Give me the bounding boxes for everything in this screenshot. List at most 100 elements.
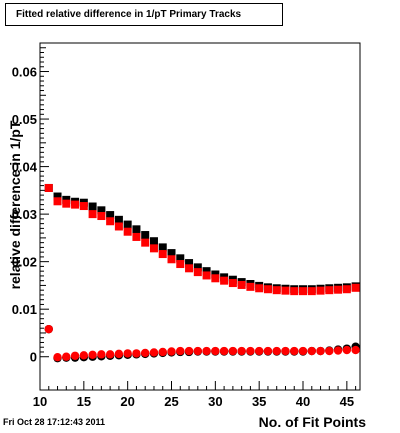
- square-marker: [176, 254, 185, 263]
- axis-ticks: 10 15 20 25 30 35 40 45 0 0.01 0.02 0.03 0.04 0.05 0.0…: [12, 47, 357, 409]
- square-marker: [149, 237, 158, 246]
- square-marker: [114, 222, 123, 231]
- x-tick-label: 40: [296, 394, 310, 409]
- circle-marker: [141, 348, 150, 358]
- square-marker: [158, 250, 167, 259]
- circle-marker: [79, 351, 89, 360]
- data-markers: [44, 183, 360, 363]
- circle-marker: [114, 349, 124, 359]
- x-tick-label: 35: [252, 394, 266, 409]
- square-marker: [114, 215, 123, 224]
- square-marker: [272, 286, 281, 295]
- x-tick-label: 20: [120, 394, 134, 409]
- circle-marker: [211, 346, 220, 356]
- square-marker: [325, 286, 334, 295]
- square-marker: [220, 276, 229, 285]
- square-marker: [62, 199, 71, 208]
- x-tick-label: 10: [33, 394, 47, 409]
- square-marker: [141, 231, 150, 240]
- circle-marker: [219, 346, 229, 356]
- square-marker: [193, 263, 202, 272]
- circle-marker: [246, 346, 255, 356]
- circle-marker: [167, 347, 176, 356]
- circle-marker: [228, 346, 238, 356]
- square-marker: [299, 287, 308, 296]
- square-marker: [88, 210, 97, 219]
- x-axis-title: No. of Fit Points: [259, 414, 367, 430]
- square-marker: [53, 192, 62, 201]
- circle-marker: [176, 346, 185, 356]
- square-marker: [88, 202, 97, 211]
- square-marker: [123, 227, 132, 236]
- circle-marker: [105, 350, 115, 359]
- square-marker: [211, 274, 220, 283]
- square-marker: [176, 260, 185, 269]
- y-tick-label: 0: [30, 350, 37, 365]
- circle-marker: [53, 353, 62, 362]
- circle-marker: [351, 345, 360, 355]
- square-marker: [290, 287, 299, 296]
- x-tick-label: 15: [77, 394, 91, 409]
- square-marker: [202, 267, 211, 276]
- x-tick-label: 30: [208, 394, 222, 409]
- square-marker: [263, 285, 272, 294]
- square-marker: [351, 283, 360, 292]
- circle-marker: [149, 348, 159, 357]
- x-tick-label: 45: [340, 394, 354, 409]
- square-marker: [185, 259, 194, 268]
- square-marker: [316, 286, 325, 295]
- square-marker: [106, 211, 115, 220]
- square-marker: [255, 284, 264, 293]
- y-tick-label: 0.02: [12, 255, 37, 270]
- square-marker: [193, 268, 202, 277]
- square-marker: [158, 243, 167, 252]
- circle-marker: [123, 349, 132, 358]
- circle-marker: [184, 346, 194, 356]
- square-marker: [132, 225, 141, 234]
- square-marker: [141, 238, 150, 247]
- square-marker: [342, 285, 351, 294]
- circle-marker: [62, 352, 71, 361]
- circle-marker: [44, 324, 53, 334]
- circle-marker: [290, 346, 299, 356]
- circle-marker: [333, 346, 343, 355]
- circle-marker: [97, 350, 106, 359]
- circle-marker: [272, 346, 281, 356]
- square-marker: [167, 255, 176, 264]
- y-tick-label: 0.04: [12, 160, 38, 175]
- square-marker: [149, 244, 158, 253]
- square-marker: [246, 282, 255, 291]
- square-marker: [202, 271, 211, 280]
- x-tick-label: 25: [164, 394, 178, 409]
- y-tick-label: 0.05: [12, 112, 37, 127]
- circle-marker: [281, 346, 290, 356]
- square-marker: [307, 287, 316, 296]
- circle-marker: [88, 350, 97, 360]
- square-marker: [228, 279, 237, 288]
- circle-marker: [298, 346, 308, 356]
- circle-marker: [202, 346, 211, 356]
- timestamp: Fri Oct 28 17:12:43 2011: [3, 417, 106, 427]
- circle-marker: [70, 351, 80, 360]
- square-marker: [53, 197, 62, 206]
- y-tick-label: 0.01: [12, 302, 37, 317]
- circle-marker: [342, 345, 352, 355]
- circle-marker: [158, 347, 167, 357]
- square-marker: [123, 220, 132, 229]
- square-marker: [71, 200, 80, 209]
- circle-marker: [316, 346, 325, 356]
- circle-marker: [325, 346, 334, 356]
- circle-marker: [307, 346, 316, 356]
- square-marker: [167, 249, 176, 258]
- y-axis-title: relative difference in 1/pT: [7, 120, 23, 289]
- square-marker: [237, 280, 246, 289]
- square-marker: [44, 183, 53, 192]
- square-marker: [132, 232, 141, 241]
- square-marker: [281, 286, 290, 295]
- square-marker: [97, 206, 106, 215]
- square-marker: [334, 285, 343, 294]
- square-marker: [97, 212, 106, 221]
- circle-marker: [132, 349, 141, 358]
- y-tick-label: 0.03: [12, 207, 37, 222]
